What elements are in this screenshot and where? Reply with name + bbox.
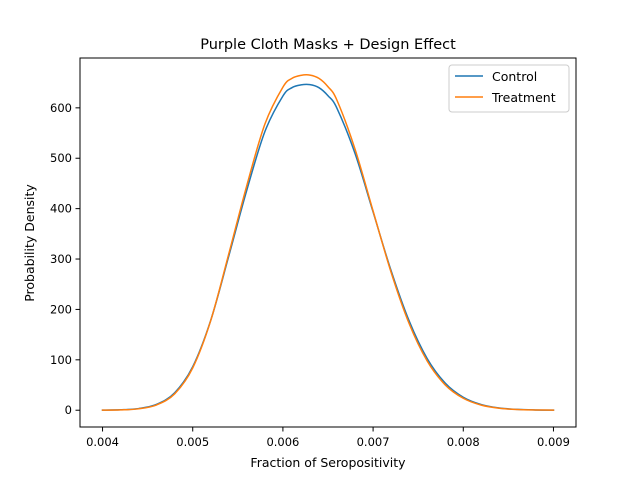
legend: Control Treatment	[448, 64, 570, 113]
y-tick-label: 500	[50, 151, 72, 165]
plot-area-frame	[79, 57, 577, 428]
y-axis-ticks: 0 100 200 300 400 500 600	[50, 101, 80, 417]
x-axis-label: Fraction of Seropositivity	[250, 455, 406, 470]
y-tick-label: 100	[50, 353, 72, 367]
y-tick-label: 300	[50, 252, 72, 266]
x-axis-ticks: 0.004 0.005 0.006 0.007 0.008 0.009	[86, 427, 570, 449]
series-line-treatment	[101, 74, 555, 411]
legend-label-treatment: Treatment	[491, 90, 556, 105]
y-tick-label: 0	[65, 403, 72, 417]
legend-label-control: Control	[492, 69, 537, 84]
y-axis-label: Probability Density	[22, 184, 37, 302]
x-tick-label: 0.005	[176, 435, 209, 449]
x-tick-label: 0.008	[447, 435, 480, 449]
y-tick-label: 400	[50, 202, 72, 216]
x-tick-label: 0.006	[266, 435, 299, 449]
y-tick-label: 600	[50, 101, 72, 115]
chart-title: Purple Cloth Masks + Design Effect	[200, 37, 456, 53]
y-tick-label: 200	[50, 302, 72, 316]
x-tick-label: 0.004	[86, 435, 119, 449]
x-tick-label: 0.007	[357, 435, 390, 449]
series-layer	[101, 74, 555, 411]
x-tick-label: 0.009	[537, 435, 570, 449]
